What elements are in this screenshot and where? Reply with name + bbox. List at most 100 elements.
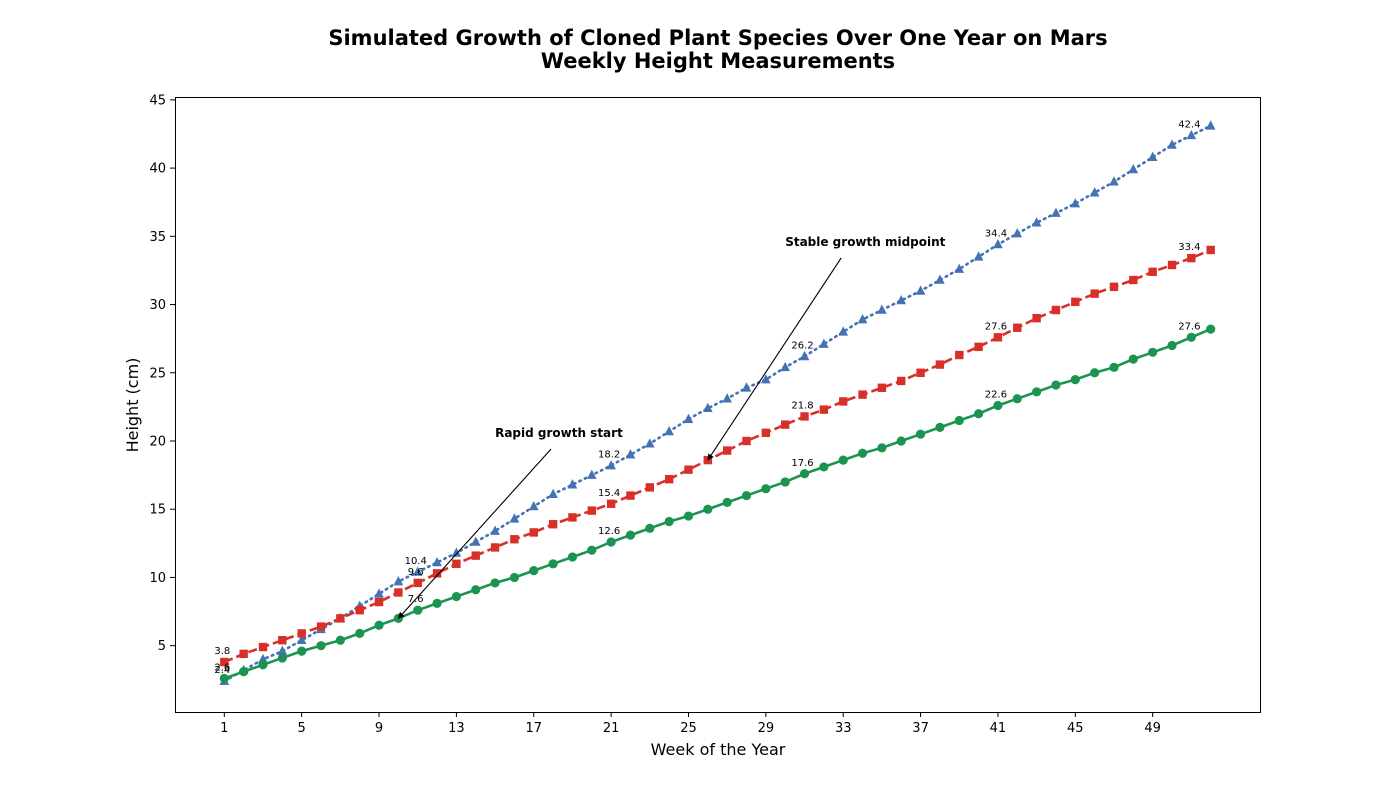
data-point: [1071, 297, 1080, 307]
data-point: [606, 460, 616, 470]
data-point: [587, 545, 597, 555]
data-point: [355, 606, 364, 615]
data-point: [722, 393, 732, 403]
data-point: [800, 412, 809, 421]
x-tick-label: 1: [220, 721, 228, 736]
data-point: [664, 425, 674, 436]
data-point: [722, 497, 732, 508]
y-tick-label: 15: [149, 503, 166, 518]
data-point: [394, 588, 403, 597]
data-point: [393, 576, 404, 586]
data-point: [703, 402, 713, 413]
data-label: 22.6: [985, 390, 1007, 401]
plot-area: 2.4 10.4 18.2 26.2 34.4 42.4 3.8 9.6 15.4 21.8 27.…: [214, 119, 1216, 685]
data-point: [954, 415, 964, 426]
data-point: [374, 588, 384, 598]
data-point: [838, 455, 848, 465]
data-point: [510, 535, 519, 544]
data-point: [335, 635, 345, 645]
data-point: [567, 552, 578, 562]
data-point: [529, 566, 539, 576]
data-point: [993, 333, 1003, 342]
x-tick-label: 45: [1067, 721, 1084, 736]
data-label: 33.4: [1178, 242, 1200, 253]
data-point: [297, 646, 307, 656]
data-point: [1109, 282, 1119, 292]
data-point: [355, 628, 365, 639]
data-point: [258, 642, 268, 652]
data-point: [220, 657, 229, 667]
annotation: Rapid growth start: [397, 426, 623, 619]
data-point: [799, 469, 810, 479]
data-point: [1109, 176, 1119, 186]
data-point: [645, 438, 655, 448]
series-line: [223, 327, 1212, 680]
data-point: [586, 469, 597, 479]
data-point: [452, 559, 461, 569]
data-point: [297, 629, 306, 638]
data-point: [1032, 313, 1041, 323]
data-point: [606, 499, 616, 508]
data-point: [819, 338, 829, 348]
data-point: [529, 528, 538, 537]
data-point: [432, 598, 442, 608]
data-point: [955, 350, 964, 360]
plot-frame: [175, 97, 1261, 713]
data-point: [1032, 387, 1042, 397]
data-point: [471, 585, 481, 595]
data-point: [780, 477, 790, 487]
x-tick-label: 21: [603, 721, 620, 736]
data-point: [993, 239, 1003, 249]
x-axis: 1 5 9 13 17 21 25 29 33 37 41 45 49: [220, 712, 1161, 736]
data-point: [336, 614, 345, 623]
data-point: [683, 511, 694, 521]
data-point: [1051, 380, 1061, 390]
data-point: [1148, 347, 1158, 357]
data-point: [451, 591, 462, 602]
data-point: [567, 479, 578, 489]
y-axis: 5 10 15 20 25 30 35 40 45: [149, 93, 175, 654]
chart-title: Simulated Growth of Cloned Plant Species…: [328, 26, 1107, 50]
data-point: [412, 566, 423, 576]
annotation-arrow: [397, 448, 552, 619]
data-point: [973, 409, 984, 419]
data-label: 21.8: [791, 400, 813, 411]
data-point: [470, 536, 481, 546]
series-3: 2.67.612.617.622.627.6: [214, 321, 1216, 684]
data-point: [1186, 129, 1197, 140]
data-point: [1206, 324, 1216, 334]
data-point: [451, 547, 462, 557]
data-point: [645, 523, 655, 533]
data-point: [509, 513, 520, 523]
data-point: [277, 653, 287, 663]
y-tick-label: 5: [158, 639, 166, 654]
data-point: [471, 551, 480, 560]
data-point: [296, 634, 307, 645]
data-label: 2.6: [214, 662, 230, 673]
data-label: 17.6: [791, 458, 813, 469]
data-point: [974, 342, 983, 352]
data-point: [568, 513, 577, 522]
data-point: [722, 446, 732, 455]
data-point: [896, 436, 906, 446]
data-label: 12.6: [598, 526, 620, 537]
annotation-arrow: [707, 257, 842, 461]
series-2: 3.8 9.6 15.4 21.8 27.6 33.4: [214, 242, 1215, 667]
data-point: [839, 397, 848, 406]
x-tick-label: 13: [448, 721, 465, 736]
data-point: [374, 597, 384, 607]
data-point: [1128, 354, 1138, 364]
data-point: [239, 667, 249, 677]
data-point: [1167, 260, 1177, 270]
data-point: [625, 449, 636, 459]
data-point: [1205, 120, 1216, 130]
data-label: 42.4: [1178, 119, 1200, 130]
data-point: [413, 578, 422, 588]
data-point: [1070, 198, 1081, 208]
data-point: [916, 368, 925, 377]
data-point: [857, 448, 868, 458]
data-point: [219, 673, 229, 684]
data-point: [316, 622, 326, 631]
data-point: [877, 304, 887, 314]
data-point: [761, 374, 771, 384]
